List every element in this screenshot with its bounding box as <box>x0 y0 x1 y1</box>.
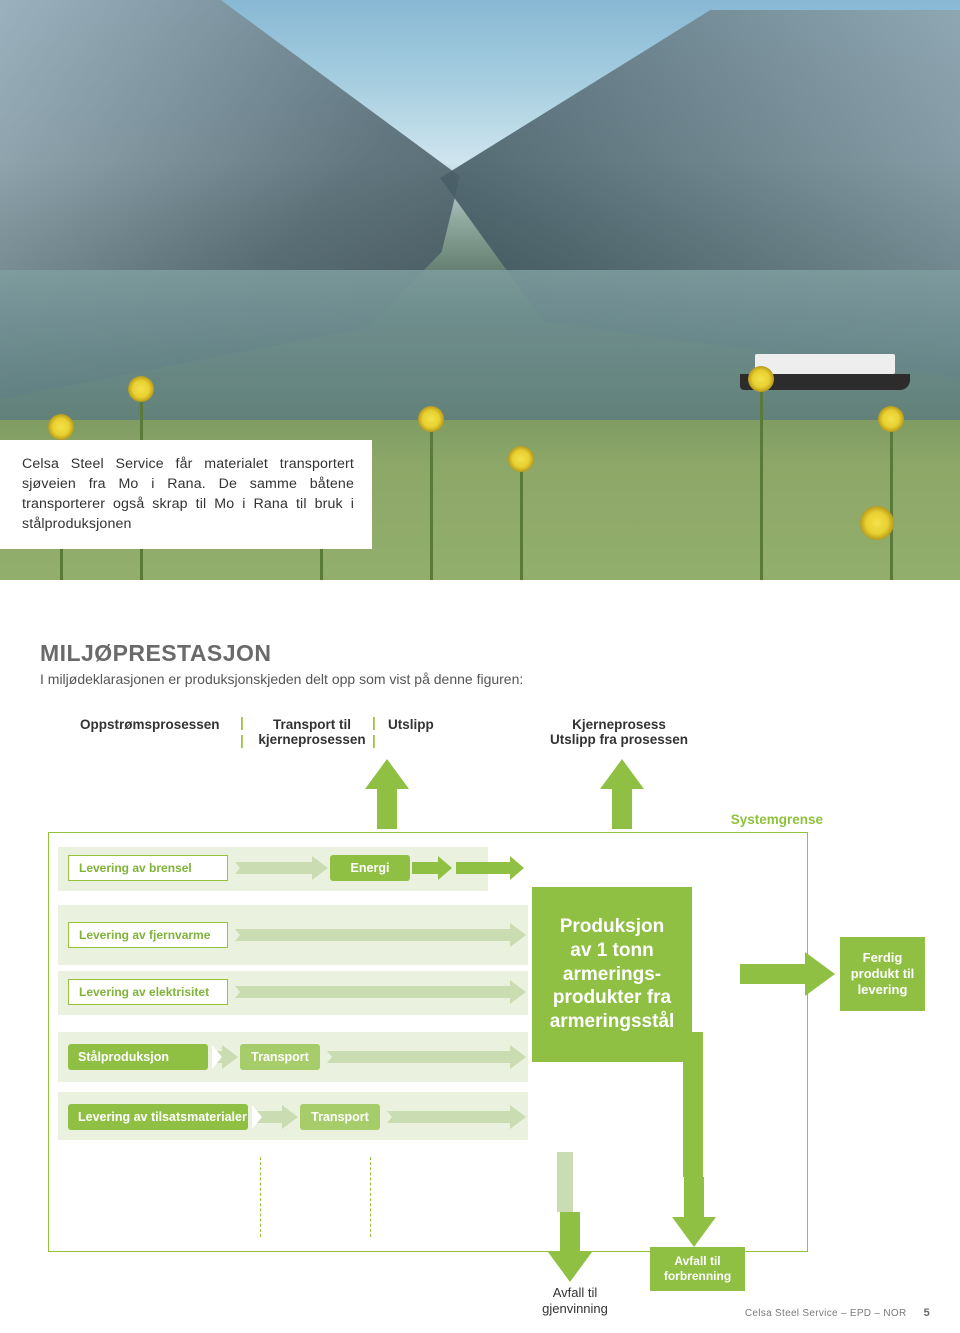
side-bar-incin <box>683 1032 703 1177</box>
arrow-core-up <box>600 759 644 829</box>
chev-elec <box>230 980 526 1004</box>
pill-transport-additives: Transport <box>300 1104 380 1130</box>
dash-col-1 <box>260 1157 261 1237</box>
chev-heat <box>230 923 526 947</box>
dash-col-2 <box>370 1157 371 1237</box>
arrow-energy-out2 <box>456 856 524 880</box>
arrow-output <box>740 952 835 996</box>
chev-steel-in <box>212 1045 238 1069</box>
side-bar-transport <box>557 1152 573 1212</box>
section-title: MILJØPRESTASJON <box>40 640 928 667</box>
label-recycle: Avfall til gjenvinning <box>530 1285 620 1316</box>
core-process: Produksjon av 1 tonn armerings- produkte… <box>532 887 692 1062</box>
input-fuel: Levering av brensel <box>68 855 228 881</box>
pill-transport-steel: Transport <box>240 1044 320 1070</box>
chev-steel-out <box>322 1045 526 1069</box>
chev-add-out <box>382 1105 526 1129</box>
system-boundary-label: Systemgrense <box>731 812 823 827</box>
arrow-recycle-down <box>548 1212 592 1282</box>
footer-text: Celsa Steel Service – EPD – NOR <box>745 1308 907 1319</box>
column-headers: Oppstrømsprosessen || Transport til kjer… <box>40 717 928 747</box>
input-steel: Stålproduksjon <box>68 1044 208 1070</box>
header-transport: Transport til kjerneprosessen <box>252 717 372 747</box>
arrow-incin-down <box>672 1177 716 1247</box>
page-number: 5 <box>924 1307 930 1319</box>
section-subtitle: I miljødeklarasjonen er produksjonskjede… <box>40 671 928 687</box>
chev-fuel <box>230 856 328 880</box>
input-additives: Levering av tilsatsmaterialer <box>68 1104 248 1130</box>
process-diagram: Systemgrense Levering av brensel Leverin… <box>40 757 928 1317</box>
header-upstream: Oppstrømsprosessen <box>80 717 240 747</box>
arrow-emissions-up <box>365 759 409 829</box>
header-emissions: Utslipp <box>384 717 444 747</box>
input-elec: Levering av elektrisitet <box>68 979 228 1005</box>
chev-add-in <box>252 1105 298 1129</box>
hero-image: Celsa Steel Service får materialet trans… <box>0 0 960 580</box>
arrow-energy-out1 <box>412 856 452 880</box>
content-region: MILJØPRESTASJON I miljødeklarasjonen er … <box>0 580 960 1317</box>
label-incineration: Avfall til forbrenning <box>650 1247 745 1291</box>
pill-energy: Energi <box>330 855 410 881</box>
hero-caption: Celsa Steel Service får materialet trans… <box>0 440 372 549</box>
input-heat: Levering av fjernvarme <box>68 922 228 948</box>
header-core: Kjerneprosess Utslipp fra prosessen <box>534 717 704 747</box>
output-box: Ferdig produkt til levering <box>840 937 925 1011</box>
page-footer: Celsa Steel Service – EPD – NOR 5 <box>745 1307 930 1319</box>
